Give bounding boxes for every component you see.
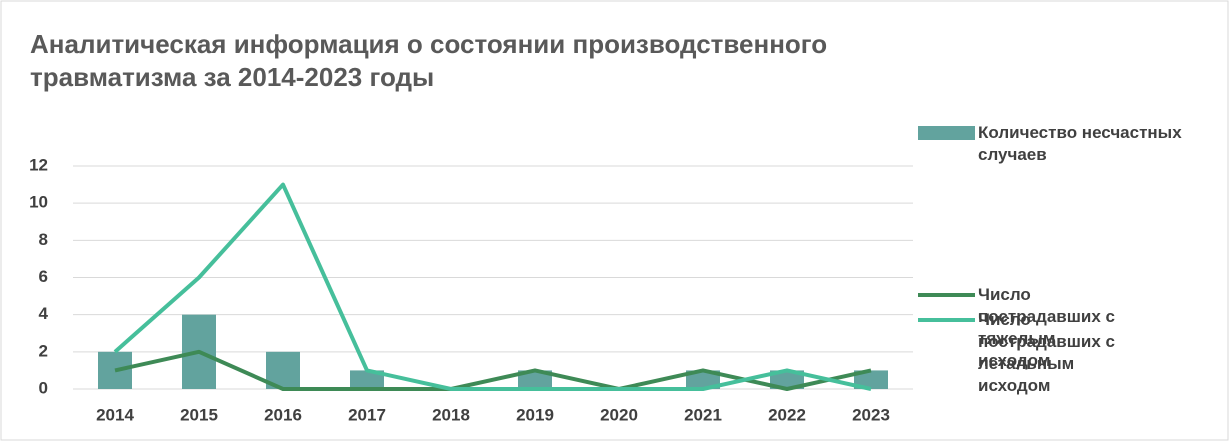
y-tick-label: 4 [39,304,49,323]
x-tick-label: 2014 [96,405,134,424]
x-tick-label: 2015 [180,405,218,424]
y-tick-label: 12 [29,155,48,174]
legend-label: Число пострадавших с тяжелым исходом [978,285,1115,370]
x-tick-label: 2020 [600,405,638,424]
x-tick-label: 2023 [852,405,890,424]
y-tick-label: 8 [39,230,48,249]
x-tick-label: 2017 [348,405,386,424]
line-series [114,349,872,391]
y-tick-label: 10 [29,193,48,212]
bar [770,370,804,389]
bar [350,370,384,389]
bar [686,370,720,389]
legend-label: Число пострадавших с летальным исходом [978,310,1115,395]
y-tick-label: 6 [39,267,48,286]
line-series [113,182,872,391]
bar [98,351,132,389]
bar [518,370,552,389]
x-tick-label: 2021 [684,405,722,424]
x-tick-label: 2016 [264,405,302,424]
y-tick-label: 0 [39,378,48,397]
x-tick-label: 2019 [516,405,554,424]
x-tick-label: 2018 [432,405,470,424]
y-tick-label: 2 [39,341,48,360]
x-tick-label: 2022 [768,405,806,424]
chart-title: Аналитическая информация о состоянии про… [30,29,828,92]
legend-label: Количество несчастных случаев [978,123,1182,164]
bar [854,370,888,389]
legend-swatch [918,126,975,140]
